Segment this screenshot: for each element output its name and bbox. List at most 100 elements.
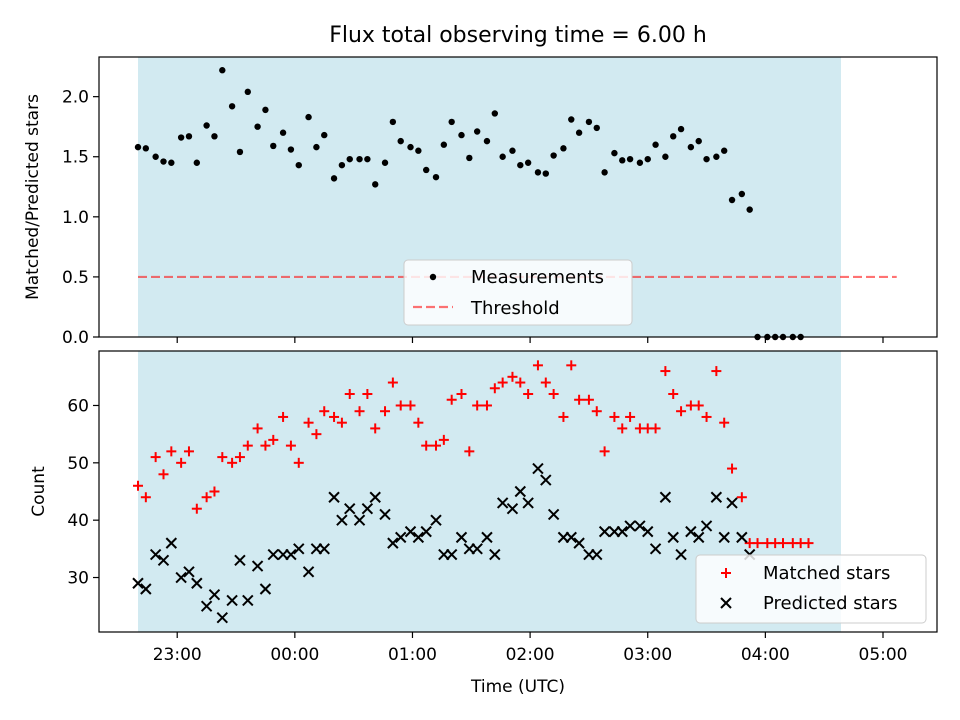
x-stroke <box>369 491 381 503</box>
matched-stars-point <box>260 440 271 451</box>
predicted-stars-point <box>506 502 519 515</box>
y-tick-label: 40 <box>67 511 89 531</box>
measurement-point <box>381 159 389 166</box>
measurement-point <box>211 133 218 140</box>
matched-stars-point <box>140 492 151 503</box>
matched-stars-point <box>311 429 322 440</box>
measurement-point <box>152 153 159 160</box>
matched-stars-point <box>625 411 636 422</box>
measurement-point <box>626 155 634 163</box>
predicted-stars-point <box>267 548 279 561</box>
predicted-stars-point <box>318 543 330 555</box>
matched-stars-point <box>591 406 602 417</box>
matched-stars-point <box>456 389 467 400</box>
measurement-point <box>134 143 142 151</box>
matched-stars-point <box>176 457 187 468</box>
matched-stars-point <box>268 434 279 445</box>
x-stroke <box>591 548 603 561</box>
x-tick-label: 03:00 <box>623 645 672 665</box>
predicted-stars-point <box>685 525 697 538</box>
matched-stars-point <box>752 538 763 549</box>
x-stroke <box>598 525 611 538</box>
predicted-stars-point <box>667 531 679 544</box>
predicted-stars-point <box>259 583 272 595</box>
predicted-stars-point <box>726 497 738 509</box>
x-stroke <box>175 571 187 584</box>
x-stroke <box>532 462 544 475</box>
measurement-point <box>568 116 575 123</box>
matched-stars-point <box>438 434 449 445</box>
predicted-stars-point <box>157 554 170 567</box>
x-stroke <box>157 554 170 567</box>
matched-stars-point <box>133 480 143 491</box>
legend-label: Measurements <box>471 267 604 288</box>
predicted-stars-point <box>489 548 501 561</box>
measurement-point <box>364 155 371 163</box>
predicted-stars-point <box>514 485 527 498</box>
measurement-point <box>168 159 175 166</box>
x-stroke <box>700 520 713 532</box>
measurement-point <box>270 142 277 150</box>
x-stroke <box>710 491 723 503</box>
predicted-stars-point <box>234 554 246 567</box>
predicted-stars-point <box>598 525 611 538</box>
matched-stars-point <box>336 417 347 428</box>
predicted-stars-point <box>736 531 748 544</box>
x-stroke <box>336 514 348 526</box>
matched-stars-point <box>319 406 330 417</box>
predicted-stars-point <box>455 531 468 544</box>
measurement-point <box>517 161 524 169</box>
measurement-point <box>611 149 618 157</box>
legend-box <box>695 554 927 624</box>
predicted-stars-point <box>412 531 425 544</box>
predicted-stars-point <box>547 508 560 521</box>
y-tick-label: 1.5 <box>62 148 89 168</box>
x-stroke <box>165 537 178 549</box>
measurement-point <box>356 155 363 163</box>
y-tick-label: 60 <box>67 396 89 416</box>
matched-stars-point <box>209 486 220 497</box>
measurement-point <box>483 137 491 145</box>
measurement-point <box>244 88 251 96</box>
x-stroke <box>387 537 399 549</box>
predicted-stars-point <box>710 491 723 503</box>
measurement-point <box>313 143 320 151</box>
x-stroke <box>685 525 697 538</box>
y-tick-label: 50 <box>67 454 89 474</box>
x-stroke <box>132 577 144 589</box>
predicted-stars-point <box>328 491 340 503</box>
predicted-stars-point <box>285 548 297 561</box>
measurement-point <box>560 145 567 152</box>
predicted-stars-point <box>642 525 654 538</box>
predicted-stars-point <box>718 531 730 544</box>
x-stroke <box>412 531 425 544</box>
predicted-stars-point <box>165 537 178 549</box>
matched-stars-point <box>234 452 245 463</box>
measurement-point <box>636 159 644 166</box>
predicted-stars-point <box>700 520 713 532</box>
x-stroke <box>344 502 356 515</box>
x-stroke <box>726 497 738 509</box>
predicted-stars-point <box>132 577 144 589</box>
measurement-point <box>228 103 236 110</box>
x-stroke <box>718 531 730 544</box>
measurement-point <box>185 133 193 140</box>
predicted-stars-point <box>242 594 254 607</box>
chart-title: Flux total observing time = 6.00 h <box>329 23 707 48</box>
x-stroke <box>251 560 264 572</box>
predicted-stars-point <box>532 462 544 475</box>
matched-stars-point <box>660 366 671 377</box>
measurement-point <box>746 206 753 213</box>
x-stroke <box>522 497 534 509</box>
x-stroke <box>659 491 672 503</box>
matched-stars-point <box>532 360 543 371</box>
matched-stars-point <box>803 538 814 549</box>
measurement-point <box>662 153 669 160</box>
predicted-stars-point <box>573 537 585 549</box>
x-stroke <box>420 525 432 538</box>
x-stroke <box>481 531 493 544</box>
matched-stars-point <box>201 492 212 503</box>
matched-stars-point <box>548 389 559 400</box>
predicted-stars-point <box>208 589 221 601</box>
